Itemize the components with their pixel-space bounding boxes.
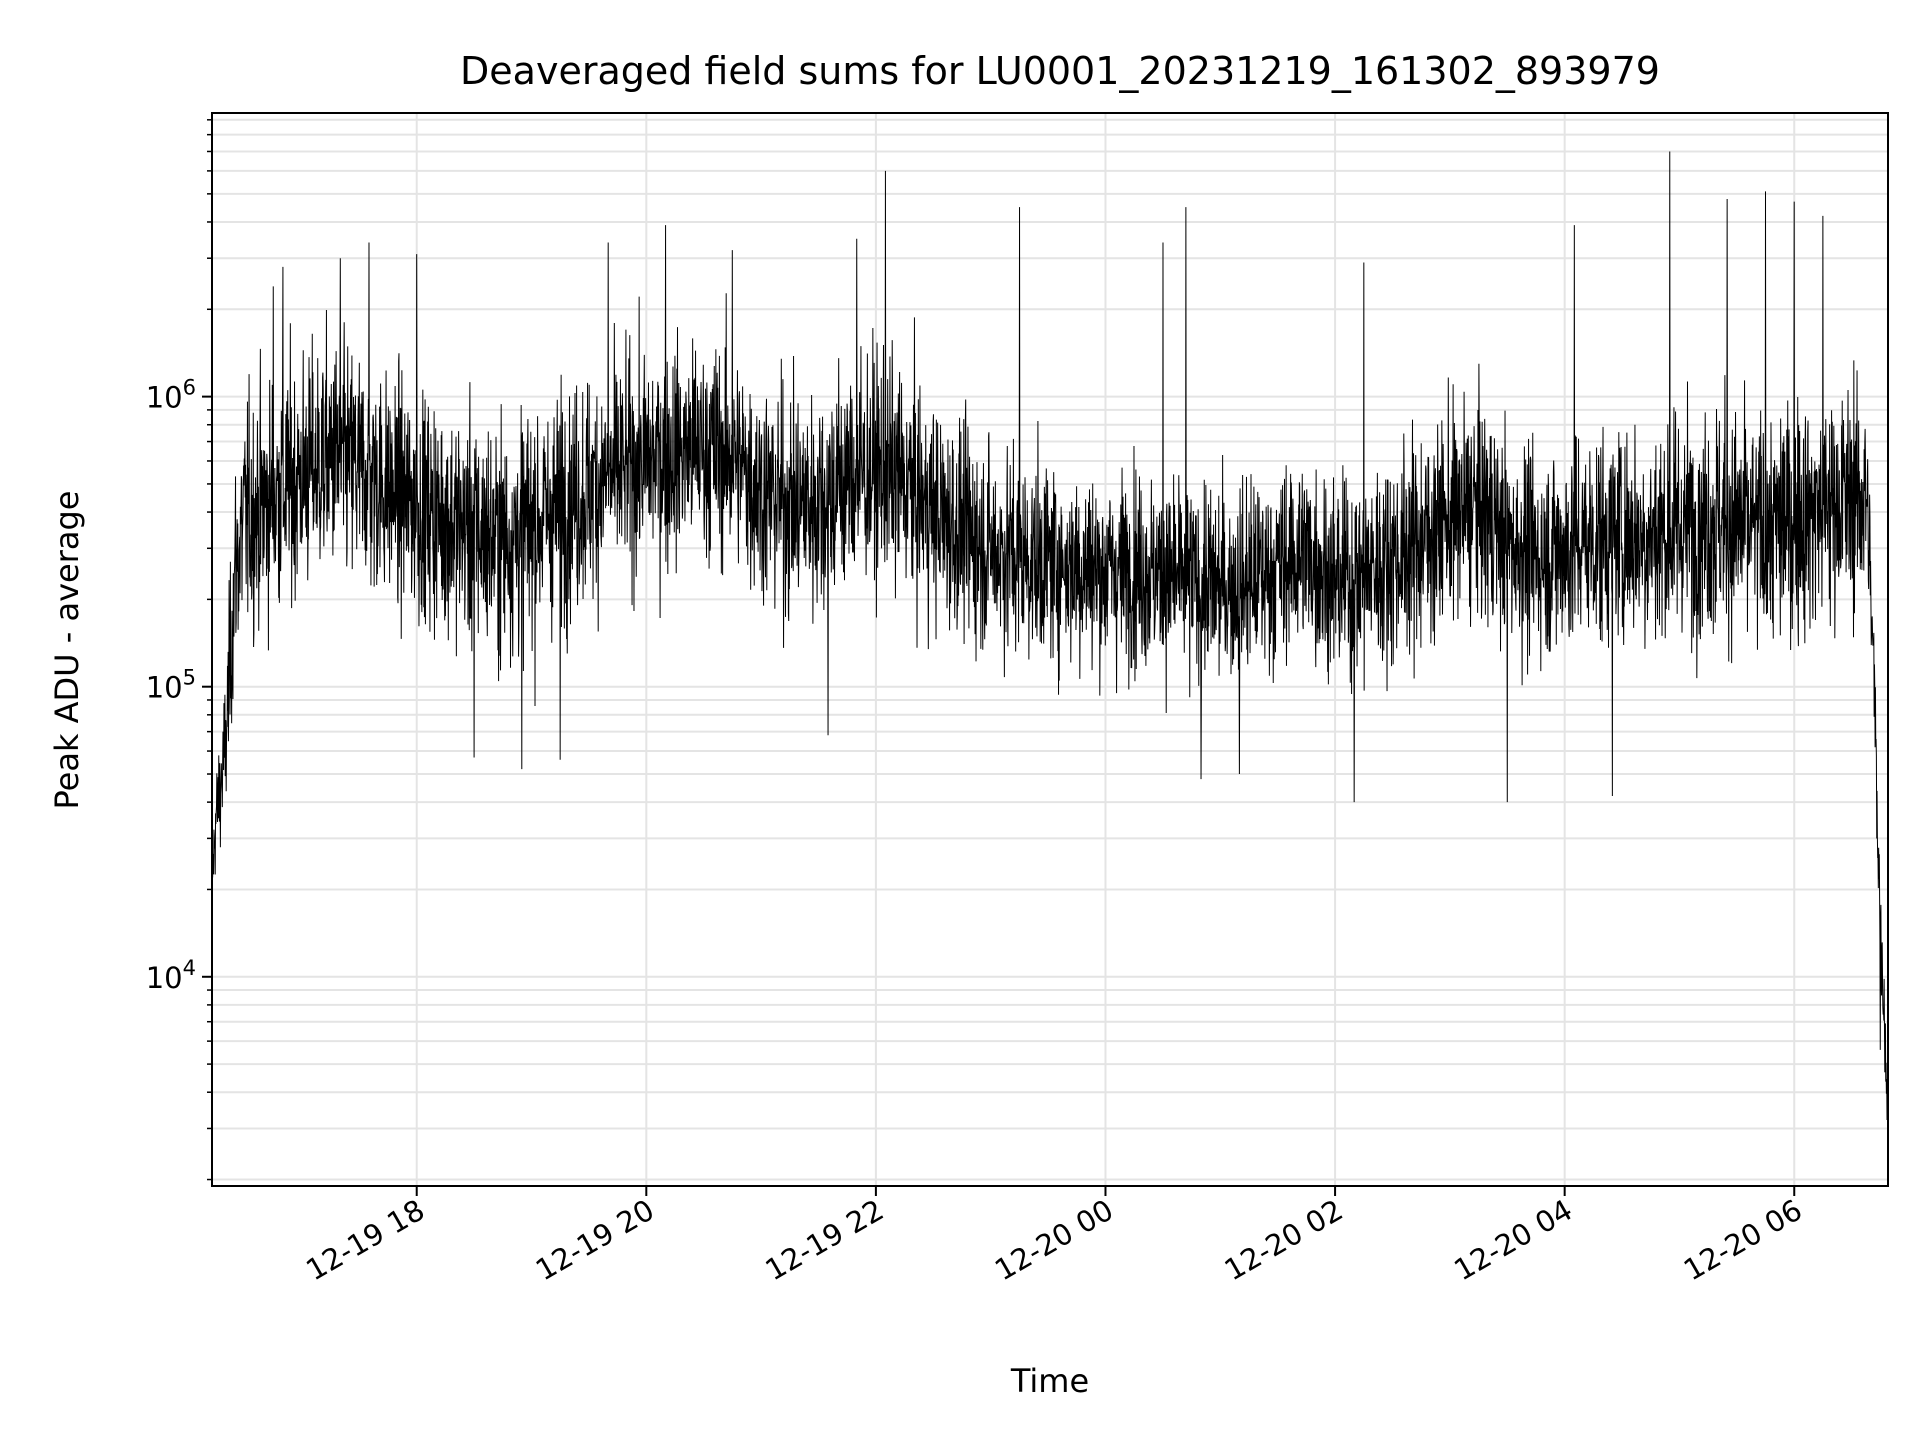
- chart-title: Deaveraged field sums for LU0001_2023121…: [460, 49, 1660, 93]
- y-tick-label: 106: [146, 376, 196, 415]
- grid: [212, 113, 1888, 1186]
- y-tick-label: 104: [146, 956, 196, 995]
- y-axis: 104 105 106: [146, 119, 212, 1181]
- x-axis-title: Time: [1010, 1362, 1089, 1400]
- y-tick-label: 105: [146, 666, 196, 705]
- plot-frame: [211, 112, 1889, 1187]
- y-axis-title: Peak ADU - average: [48, 491, 86, 810]
- data-series: [211, 151, 1889, 1142]
- series-line: [211, 151, 1889, 1142]
